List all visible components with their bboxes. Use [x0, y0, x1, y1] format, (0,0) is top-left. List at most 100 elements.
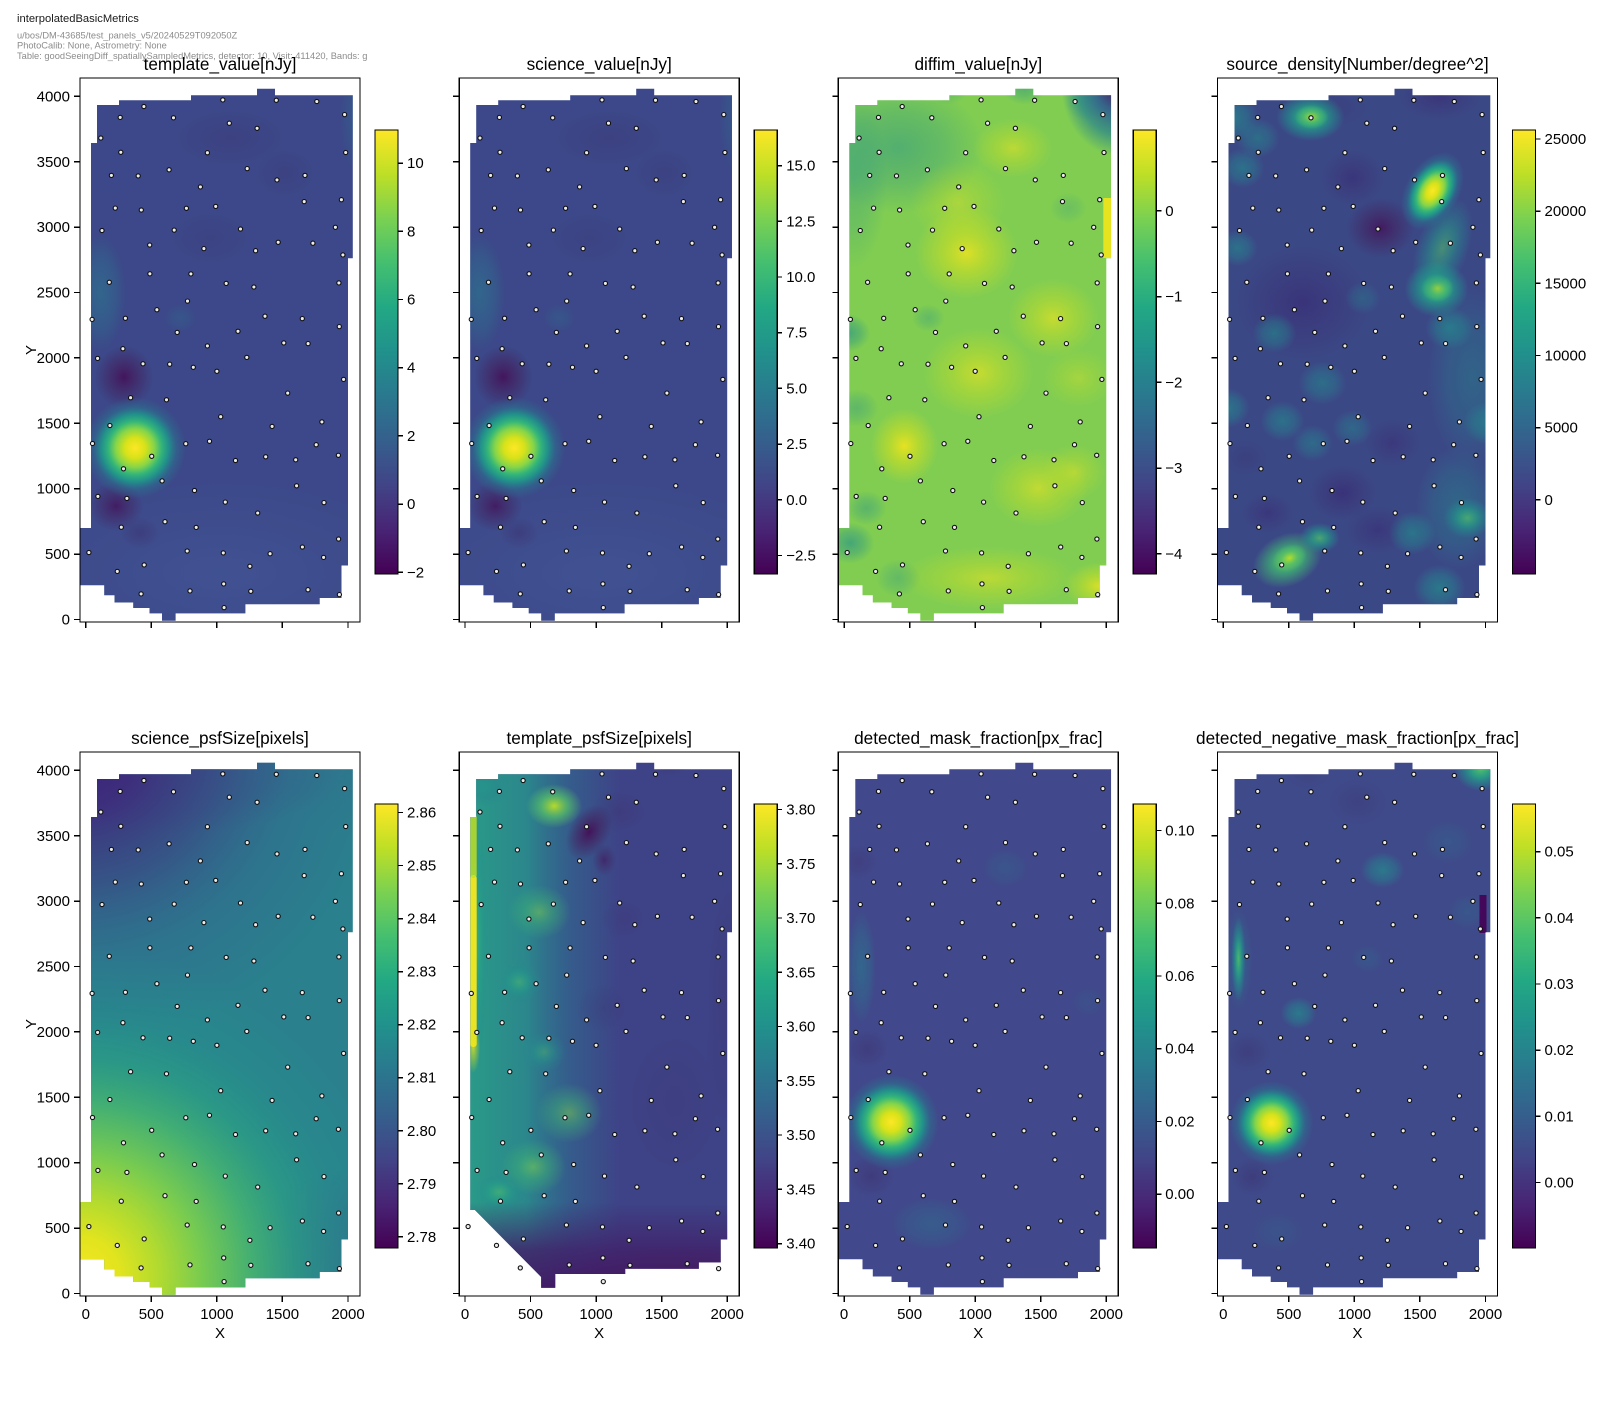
svg-text:detected_mask_fraction[px_frac: detected_mask_fraction[px_frac]: [854, 728, 1102, 748]
svg-text:3.75: 3.75: [786, 856, 815, 873]
svg-text:4000: 4000: [37, 762, 70, 779]
svg-text:4: 4: [407, 360, 415, 377]
svg-text:2000: 2000: [331, 1306, 364, 1323]
svg-text:2.86: 2.86: [407, 805, 436, 822]
svg-text:3.60: 3.60: [786, 1019, 815, 1036]
svg-text:2.84: 2.84: [407, 911, 436, 928]
svg-text:1000: 1000: [200, 1306, 233, 1323]
svg-text:3.70: 3.70: [786, 910, 815, 927]
svg-text:5000: 5000: [1545, 420, 1578, 437]
svg-text:template_value[nJy]: template_value[nJy]: [144, 54, 297, 74]
svg-text:2000: 2000: [1469, 1306, 1502, 1323]
svg-text:0.00: 0.00: [1165, 1186, 1194, 1203]
svg-text:2.82: 2.82: [407, 1017, 436, 1034]
svg-text:2.5: 2.5: [786, 436, 807, 453]
svg-text:10000: 10000: [1545, 348, 1587, 365]
svg-text:−3: −3: [1165, 460, 1182, 477]
svg-text:1500: 1500: [1403, 1306, 1436, 1323]
svg-text:2500: 2500: [37, 285, 70, 302]
svg-text:1500: 1500: [266, 1306, 299, 1323]
svg-text:3500: 3500: [37, 828, 70, 845]
svg-text:2.85: 2.85: [407, 858, 436, 875]
svg-text:−4: −4: [1165, 546, 1182, 563]
svg-text:3000: 3000: [37, 219, 70, 236]
svg-text:1500: 1500: [37, 1089, 70, 1106]
svg-text:7.5: 7.5: [786, 325, 807, 342]
svg-text:500: 500: [45, 1220, 70, 1237]
svg-text:500: 500: [45, 546, 70, 563]
svg-text:2: 2: [407, 428, 415, 445]
svg-text:template_psfSize[pixels]: template_psfSize[pixels]: [507, 728, 692, 748]
svg-text:Table: goodSeeingDiff_spatiall: Table: goodSeeingDiff_spatiallySampledMe…: [17, 51, 367, 61]
svg-text:3.40: 3.40: [786, 1236, 815, 1253]
svg-text:5.0: 5.0: [786, 380, 807, 397]
svg-text:0: 0: [840, 1306, 848, 1323]
svg-text:0.10: 0.10: [1165, 823, 1194, 840]
svg-text:0: 0: [407, 496, 415, 513]
svg-text:1500: 1500: [645, 1306, 678, 1323]
svg-text:−2: −2: [407, 564, 424, 581]
svg-text:500: 500: [518, 1306, 543, 1323]
svg-text:1000: 1000: [1338, 1306, 1371, 1323]
svg-text:2000: 2000: [37, 1024, 70, 1041]
svg-text:0: 0: [62, 1286, 70, 1303]
svg-text:2000: 2000: [711, 1306, 744, 1323]
svg-text:500: 500: [1276, 1306, 1301, 1323]
svg-text:0: 0: [461, 1306, 469, 1323]
svg-text:2.81: 2.81: [407, 1070, 436, 1087]
svg-text:2.78: 2.78: [407, 1229, 436, 1246]
svg-text:3500: 3500: [37, 154, 70, 171]
svg-text:1500: 1500: [1024, 1306, 1057, 1323]
svg-text:0.00: 0.00: [1545, 1175, 1574, 1192]
svg-text:source_density[Number/degree^2: source_density[Number/degree^2]: [1226, 54, 1488, 74]
svg-text:X: X: [215, 1325, 225, 1342]
svg-text:0.05: 0.05: [1545, 844, 1574, 861]
svg-text:0.02: 0.02: [1545, 1042, 1574, 1059]
svg-text:0.04: 0.04: [1545, 910, 1574, 927]
svg-text:1000: 1000: [37, 481, 70, 498]
svg-text:science_value[nJy]: science_value[nJy]: [527, 54, 672, 74]
svg-text:25000: 25000: [1545, 131, 1587, 148]
svg-text:X: X: [1352, 1325, 1362, 1342]
svg-text:1000: 1000: [37, 1155, 70, 1172]
svg-text:0: 0: [82, 1306, 90, 1323]
svg-text:−1: −1: [1165, 289, 1182, 306]
svg-text:1000: 1000: [579, 1306, 612, 1323]
svg-text:20000: 20000: [1545, 203, 1587, 220]
svg-text:15.0: 15.0: [786, 158, 815, 175]
svg-text:3.80: 3.80: [786, 802, 815, 819]
svg-text:Y: Y: [23, 345, 40, 355]
svg-text:6: 6: [407, 292, 415, 309]
svg-text:2000: 2000: [37, 350, 70, 367]
svg-text:0.01: 0.01: [1545, 1108, 1574, 1125]
svg-text:500: 500: [897, 1306, 922, 1323]
svg-text:0.03: 0.03: [1545, 976, 1574, 993]
svg-text:1000: 1000: [959, 1306, 992, 1323]
svg-text:0.02: 0.02: [1165, 1114, 1194, 1131]
svg-text:interpolatedBasicMetrics: interpolatedBasicMetrics: [17, 13, 139, 25]
svg-text:3.65: 3.65: [786, 964, 815, 981]
svg-text:3.50: 3.50: [786, 1127, 815, 1144]
svg-text:0: 0: [1545, 492, 1553, 509]
svg-text:diffim_value[nJy]: diffim_value[nJy]: [914, 54, 1042, 74]
svg-text:2.79: 2.79: [407, 1176, 436, 1193]
svg-text:3.45: 3.45: [786, 1181, 815, 1198]
svg-text:u/bos/DM-43685/test_panels_v5/: u/bos/DM-43685/test_panels_v5/20240529T0…: [17, 31, 238, 41]
svg-text:Y: Y: [23, 1019, 40, 1029]
svg-text:1500: 1500: [37, 415, 70, 432]
svg-text:X: X: [973, 1325, 983, 1342]
svg-text:15000: 15000: [1545, 275, 1587, 292]
svg-text:0: 0: [1219, 1306, 1227, 1323]
svg-text:8: 8: [407, 223, 415, 240]
svg-text:−2.5: −2.5: [786, 548, 816, 565]
svg-text:0.04: 0.04: [1165, 1041, 1194, 1058]
svg-text:science_psfSize[pixels]: science_psfSize[pixels]: [131, 728, 309, 748]
svg-text:2500: 2500: [37, 959, 70, 976]
svg-text:detected_negative_mask_fractio: detected_negative_mask_fraction[px_frac]: [1196, 728, 1519, 748]
svg-text:4000: 4000: [37, 88, 70, 105]
svg-text:−2: −2: [1165, 374, 1182, 391]
svg-text:PhotoCalib: None, Astrometry:: PhotoCalib: None, Astrometry: None: [17, 41, 167, 51]
svg-text:10.0: 10.0: [786, 269, 815, 286]
svg-text:0.0: 0.0: [786, 492, 807, 509]
svg-text:2.80: 2.80: [407, 1123, 436, 1140]
